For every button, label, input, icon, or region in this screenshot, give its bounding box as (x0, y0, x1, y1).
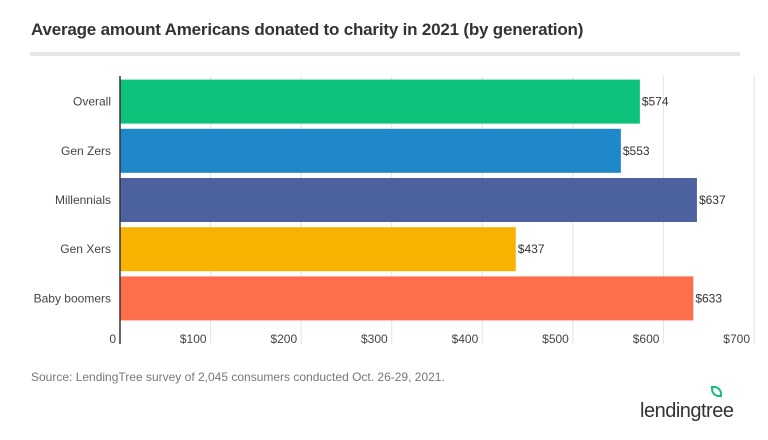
leaf-logo-icon (711, 386, 722, 397)
x-tick-label: $200 (270, 332, 297, 346)
category-label: Baby boomers (34, 291, 111, 305)
bar (120, 79, 640, 124)
chart-title: Average amount Americans donated to char… (31, 20, 584, 39)
lendingtree-logo: lendingtree (640, 400, 734, 422)
category-label: Millennials (55, 193, 111, 207)
bar (120, 178, 697, 222)
data-label: $637 (699, 193, 726, 207)
x-tick-label: $400 (452, 332, 479, 346)
category-label: Overall (73, 95, 111, 109)
category-label: Gen Xers (60, 242, 111, 256)
x-tick-label: $300 (361, 332, 388, 346)
x-tick-label: $100 (180, 332, 207, 346)
data-label: $574 (642, 95, 669, 109)
bar (120, 128, 621, 173)
data-label: $633 (695, 291, 722, 305)
data-label: $553 (623, 144, 650, 158)
x-tick-label: $500 (542, 332, 569, 346)
source-note: Source: LendingTree survey of 2,045 cons… (31, 370, 445, 384)
bar (120, 227, 516, 272)
x-tick-label: 0 (109, 332, 116, 346)
x-tick-label: $700 (723, 332, 750, 346)
category-label: Gen Zers (61, 144, 111, 158)
bar-chart: 0 $100 $200 $300 $400 $500 $600 $700 Overall $574… (34, 76, 755, 346)
data-label: $437 (518, 242, 545, 256)
divider (30, 52, 740, 56)
bar (120, 276, 694, 321)
x-tick-label: $600 (633, 332, 660, 346)
